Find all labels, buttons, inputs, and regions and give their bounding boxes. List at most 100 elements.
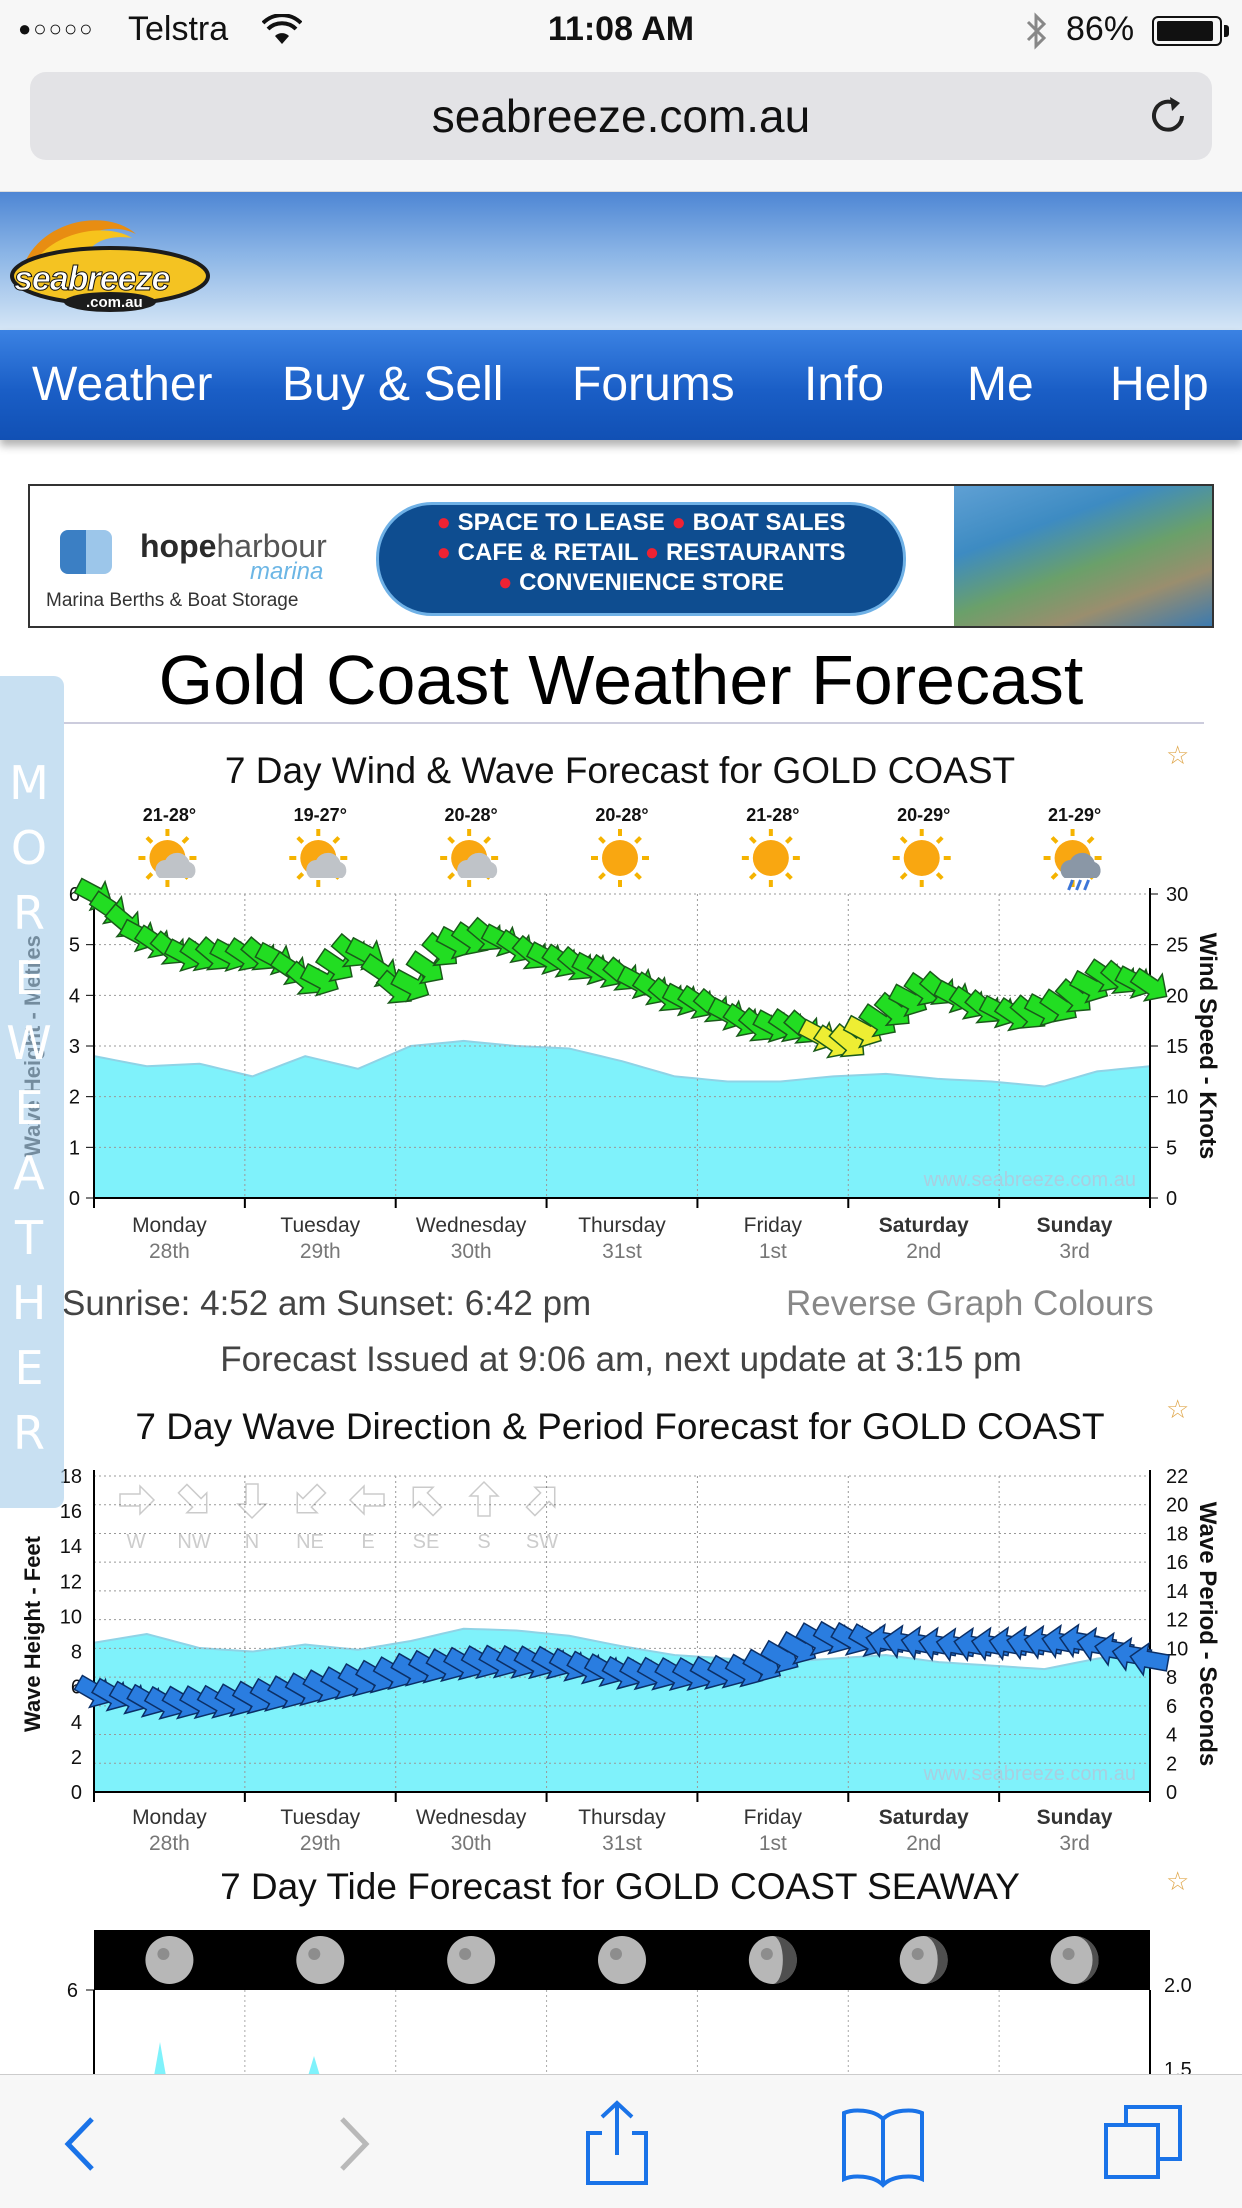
direction-legend-label: SE bbox=[413, 1531, 440, 1553]
moon-icon bbox=[1050, 1936, 1099, 1984]
back-icon[interactable] bbox=[34, 2099, 124, 2189]
moon-icon bbox=[899, 1936, 948, 1984]
x-tick-date: 29th bbox=[300, 1832, 341, 1855]
moon-icon bbox=[447, 1936, 496, 1984]
storm-cloud-icon bbox=[1043, 829, 1102, 891]
more-weather-letter: E bbox=[14, 951, 44, 1005]
y-tick: 3 bbox=[69, 1036, 80, 1058]
divider bbox=[64, 722, 1204, 724]
y-tick: 16 bbox=[60, 1501, 82, 1523]
nav-help[interactable]: Help bbox=[1110, 358, 1209, 411]
day-temp: 20-28° bbox=[595, 805, 648, 825]
nav-weather[interactable]: Weather bbox=[32, 358, 213, 411]
reverse-graph-colours-link[interactable]: Reverse Graph Colours bbox=[786, 1284, 1154, 1323]
wind-wave-chart-title: 7 Day Wind & Wave Forecast for GOLD COAS… bbox=[224, 750, 1016, 791]
direction-legend-arrow bbox=[119, 1484, 156, 1516]
advert-banner[interactable]: hopeharbour marina Marina Berths & Boat … bbox=[28, 484, 1214, 628]
logo-text: seabreeze bbox=[13, 260, 170, 299]
sun-cloud-icon bbox=[440, 829, 499, 887]
more-weather-letter: E bbox=[14, 1341, 44, 1395]
wave-direction-chart: 0246810121416180246810121416182022Wave H… bbox=[20, 1466, 1221, 1855]
url-field[interactable]: seabreeze.com.au bbox=[30, 72, 1212, 160]
ad-services: ● SPACE TO LEASE ● BOAT SALES ● CAFE & R… bbox=[436, 509, 846, 596]
x-tick-date: 30th bbox=[451, 1832, 492, 1855]
wind-arrow bbox=[314, 947, 353, 983]
moon-icon bbox=[145, 1936, 194, 1984]
y2-tick: 30 bbox=[1166, 884, 1188, 906]
wave-height-area bbox=[93, 1039, 1151, 1199]
day-temp: 21-29° bbox=[1048, 805, 1101, 825]
x-tick-date: 1st bbox=[759, 1240, 787, 1263]
moon-crater bbox=[157, 1948, 170, 1960]
x-tick-day: Saturday bbox=[879, 1806, 969, 1829]
battery-icon bbox=[1152, 16, 1222, 46]
signal-icon: ●○○○○ bbox=[18, 16, 95, 41]
wind-wave-chart: 21-28° Monday 28th 19-27° Tuesday 29th 20-28° W… bbox=[20, 805, 1221, 1263]
sun-icon bbox=[591, 829, 649, 887]
nav-buy-sell[interactable]: Buy & Sell bbox=[282, 358, 504, 411]
y-tick: 2 bbox=[69, 1087, 80, 1109]
moon-crater bbox=[1062, 1948, 1075, 1960]
y-tick: 0 bbox=[69, 1188, 80, 1210]
x-tick-day: Wednesday bbox=[416, 1214, 527, 1237]
y2-tick: 10 bbox=[1166, 1087, 1188, 1109]
day-temp: 19-27° bbox=[294, 805, 347, 825]
x-tick-date: 29th bbox=[300, 1240, 341, 1263]
x-tick-date: 31st bbox=[602, 1832, 642, 1855]
moon-icon bbox=[296, 1936, 345, 1984]
y2-tick: 10 bbox=[1166, 1638, 1188, 1660]
battery-cap bbox=[1224, 25, 1229, 37]
x-tick-day: Tuesday bbox=[280, 1806, 360, 1829]
sun-cloud-icon bbox=[289, 829, 348, 887]
sun-icon bbox=[892, 829, 951, 887]
ad-tagline: Marina Berths & Boat Storage bbox=[46, 590, 299, 611]
y2-tick: 22 bbox=[1166, 1466, 1188, 1488]
x-tick-day: Friday bbox=[744, 1806, 803, 1829]
y2-tick: 0 bbox=[1166, 1188, 1177, 1210]
ad-line-1a: SPACE TO LEASE bbox=[457, 509, 665, 536]
nav-info[interactable]: Info bbox=[804, 358, 885, 411]
logo[interactable]: seabreeze .com.au bbox=[6, 210, 212, 314]
moon-shadow bbox=[923, 1936, 948, 1984]
forward-icon[interactable] bbox=[310, 2099, 400, 2189]
favourite-star-icon[interactable]: ☆ bbox=[1166, 1866, 1190, 1896]
sun-icon bbox=[741, 829, 800, 887]
y2-tick: 14 bbox=[1166, 1581, 1188, 1603]
favourite-star-icon[interactable]: ☆ bbox=[1166, 1394, 1190, 1424]
y-tick: 8 bbox=[71, 1642, 82, 1664]
bookmarks-icon[interactable] bbox=[838, 2099, 928, 2189]
y-tick: 18 bbox=[60, 1466, 82, 1488]
logo-subtext: .com.au bbox=[86, 294, 143, 311]
y2-tick: 20 bbox=[1166, 1495, 1188, 1517]
x-tick-day: Thursday bbox=[578, 1806, 666, 1829]
ad-line-3: CONVENIENCE STORE bbox=[519, 569, 785, 596]
direction-legend-arrow bbox=[468, 1480, 500, 1517]
direction-legend-label: S bbox=[477, 1531, 490, 1553]
y2-tick: 25 bbox=[1166, 935, 1188, 957]
x-tick-date: 30th bbox=[451, 1240, 492, 1263]
ad-logo: hopeharbour marina Marina Berths & Boat … bbox=[30, 486, 350, 626]
y-tick: 14 bbox=[60, 1536, 82, 1558]
y-tick: 6 bbox=[67, 1980, 78, 2002]
x-tick-date: 28th bbox=[149, 1832, 190, 1855]
tabs-icon[interactable] bbox=[1100, 2099, 1190, 2189]
direction-legend-arrow bbox=[348, 1484, 385, 1516]
day-temp: 21-28° bbox=[746, 805, 799, 825]
x-tick-date: 2nd bbox=[906, 1832, 941, 1855]
x-tick-day: Monday bbox=[132, 1214, 207, 1237]
day-temp: 21-28° bbox=[143, 805, 196, 825]
reload-icon[interactable] bbox=[1146, 94, 1190, 138]
x-tick-date: 1st bbox=[759, 1832, 787, 1855]
battery-percent: 86% bbox=[1066, 10, 1135, 48]
x-tick-day: Wednesday bbox=[416, 1806, 527, 1829]
x-tick-day: Monday bbox=[132, 1806, 207, 1829]
share-icon[interactable] bbox=[572, 2099, 662, 2189]
favourite-star-icon[interactable]: ☆ bbox=[1166, 740, 1190, 770]
nav-me[interactable]: Me bbox=[967, 358, 1034, 411]
more-weather-letter: E bbox=[14, 1081, 44, 1135]
bluetooth-icon bbox=[1026, 12, 1047, 50]
more-weather-letter: O bbox=[10, 821, 48, 875]
direction-legend-arrow bbox=[412, 1486, 443, 1517]
nav-forums[interactable]: Forums bbox=[572, 358, 735, 411]
